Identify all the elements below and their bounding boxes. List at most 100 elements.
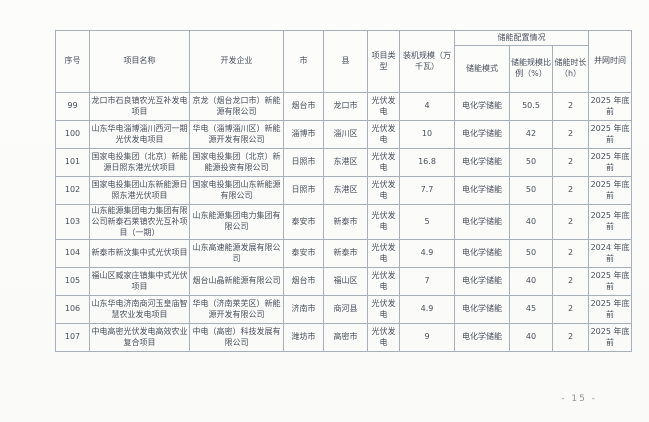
cell-mode: 电化学储能: [454, 267, 510, 297]
cell-county: 商河县: [323, 295, 368, 325]
table-row: 101 国家电投集团（北京）新能源日照东港光伏项目 国家电投集团（北京）新能源投…: [55, 148, 633, 177]
cell-name: 国家电投集团山东新能源日照东港光伏项目: [89, 176, 190, 205]
cell-ratio: 50: [509, 148, 553, 177]
cell-mode: 电化学储能: [454, 176, 510, 205]
header-seq: 序号: [55, 30, 90, 93]
header-storage-group: 储能配置情况: [453, 30, 590, 46]
header-city: 市: [283, 30, 324, 93]
table-row: 105 福山区臧家庄镇集中式光伏项目 烟台山晶新能源有限公司 烟台市 福山区 光…: [55, 267, 633, 297]
cell-mode: 电化学储能: [454, 92, 510, 121]
cell-name: 国家电投集团（北京）新能源日照东港光伏项目: [89, 148, 190, 177]
cell-developer: 烟台山晶新能源有限公司: [189, 267, 284, 297]
cell-capacity: 4.9: [399, 239, 455, 269]
cell-grid: 2025 年底前: [588, 120, 633, 149]
cell-seq: 107: [55, 323, 90, 353]
cell-county: 淄川区: [323, 120, 368, 149]
cell-city: 淄博市: [283, 120, 324, 149]
header-project-type: 项目类型: [367, 30, 400, 93]
cell-type: 光伏发电: [367, 92, 400, 121]
cell-name: 新泰市新汶集中式光伏项目: [89, 239, 190, 269]
cell-city: 泰安市: [283, 239, 324, 269]
cell-county: 东港区: [323, 176, 368, 205]
cell-duration: 2: [551, 120, 590, 149]
header-project-name: 项目名称: [89, 30, 190, 93]
header-storage-duration: 储能时长（h）: [551, 45, 590, 93]
table-row: 99 龙口市石良镇农光互补发电项目 京龙（烟台龙口市）新能源有限公司 烟台市 龙…: [55, 92, 633, 121]
table-body: 99 龙口市石良镇农光互补发电项目 京龙（烟台龙口市）新能源有限公司 烟台市 龙…: [55, 92, 633, 353]
cell-developer: 国家电投集团山东新能源有限公司: [189, 176, 284, 205]
cell-duration: 2: [551, 148, 590, 177]
header-capacity: 装机规模（万千瓦）: [399, 30, 455, 93]
cell-capacity: 16.8: [399, 148, 455, 177]
projects-table: 序号 项目名称 开发企业 市 县 项目类型 装机规模（万千瓦） 储能配置情况 并…: [55, 30, 633, 353]
cell-ratio: 42: [509, 120, 553, 149]
table-row: 104 新泰市新汶集中式光伏项目 山东高速能源发展有限公司 泰安市 新泰市 光伏…: [55, 239, 633, 269]
cell-name: 山东华电济南商河玉皇庙智慧农业发电项目: [89, 295, 190, 325]
cell-capacity: 10: [399, 120, 455, 149]
header-storage-ratio: 储能规模比例（%）: [509, 45, 553, 93]
cell-county: 新泰市: [323, 239, 368, 269]
header-county: 县: [323, 30, 368, 93]
cell-type: 光伏发电: [367, 120, 400, 149]
header-developer: 开发企业: [189, 30, 284, 93]
cell-duration: 2: [551, 295, 590, 325]
cell-type: 光伏发电: [367, 148, 400, 177]
cell-seq: 101: [55, 148, 90, 177]
cell-mode: 电化学储能: [454, 120, 510, 149]
cell-developer: 国家电投集团（北京）新能源投资有限公司: [189, 148, 284, 177]
cell-mode: 电化学储能: [454, 323, 510, 353]
cell-type: 光伏发电: [367, 295, 400, 325]
cell-seq: 106: [55, 295, 90, 325]
page-number: - 15 -: [561, 394, 597, 404]
cell-grid: 2025 年底前: [588, 92, 633, 121]
cell-developer: 中电（高密）科技发展有限公司: [189, 323, 284, 353]
header-storage-mode: 储能模式: [454, 45, 510, 93]
cell-name: 山东华电淄博淄川西河一期光伏发电项目: [89, 120, 190, 149]
cell-capacity: 4: [399, 92, 455, 121]
cell-name: 山东能源集团电力集团有限公司新泰石莱镇农光互补项目（一期）: [89, 203, 190, 241]
cell-seq: 104: [55, 239, 90, 269]
cell-grid: 2025 年底前: [588, 295, 633, 325]
cell-type: 光伏发电: [367, 203, 400, 241]
cell-type: 光伏发电: [367, 323, 400, 353]
cell-name: 福山区臧家庄镇集中式光伏项目: [89, 267, 190, 297]
cell-city: 济南市: [283, 295, 324, 325]
cell-developer: 山东高速能源发展有限公司: [189, 239, 284, 269]
cell-name: 中电高密光伏发电高效农业复合项目: [89, 323, 190, 353]
table-row: 103 山东能源集团电力集团有限公司新泰石莱镇农光互补项目（一期） 山东能源集团…: [55, 203, 633, 241]
cell-seq: 99: [55, 92, 90, 121]
cell-mode: 电化学储能: [454, 203, 510, 241]
cell-ratio: 50.5: [509, 92, 553, 121]
cell-city: 烟台市: [283, 267, 324, 297]
cell-duration: 2: [551, 176, 590, 205]
cell-name: 龙口市石良镇农光互补发电项目: [89, 92, 190, 121]
cell-county: 龙口市: [323, 92, 368, 121]
table-row: 107 中电高密光伏发电高效农业复合项目 中电（高密）科技发展有限公司 潍坊市 …: [55, 323, 633, 353]
cell-city: 烟台市: [283, 92, 324, 121]
cell-capacity: 7: [399, 267, 455, 297]
cell-city: 潍坊市: [283, 323, 324, 353]
table-row: 102 国家电投集团山东新能源日照东港光伏项目 国家电投集团山东新能源有限公司 …: [55, 176, 633, 205]
cell-type: 光伏发电: [367, 239, 400, 269]
table-row: 100 山东华电淄博淄川西河一期光伏发电项目 华电（淄博淄川区）新能源开发有限公…: [55, 120, 633, 149]
cell-grid: 2025 年底前: [588, 267, 633, 297]
cell-type: 光伏发电: [367, 267, 400, 297]
cell-county: 福山区: [323, 267, 368, 297]
table-row: 106 山东华电济南商河玉皇庙智慧农业发电项目 华电（济南莱芜区）新能源开发有限…: [55, 295, 633, 325]
cell-county: 东港区: [323, 148, 368, 177]
cell-duration: 2: [551, 203, 590, 241]
cell-mode: 电化学储能: [454, 239, 510, 269]
cell-mode: 电化学储能: [454, 295, 510, 325]
cell-seq: 100: [55, 120, 90, 149]
cell-city: 日照市: [283, 176, 324, 205]
cell-developer: 华电（淄博淄川区）新能源开发有限公司: [189, 120, 284, 149]
cell-county: 高密市: [323, 323, 368, 353]
cell-seq: 103: [55, 203, 90, 241]
cell-grid: 2025 年底前: [588, 176, 633, 205]
cell-capacity: 4.9: [399, 295, 455, 325]
cell-duration: 2: [551, 92, 590, 121]
cell-ratio: 40: [509, 323, 553, 353]
cell-ratio: 50: [509, 239, 553, 269]
cell-developer: 华电（济南莱芜区）新能源开发有限公司: [189, 295, 284, 325]
